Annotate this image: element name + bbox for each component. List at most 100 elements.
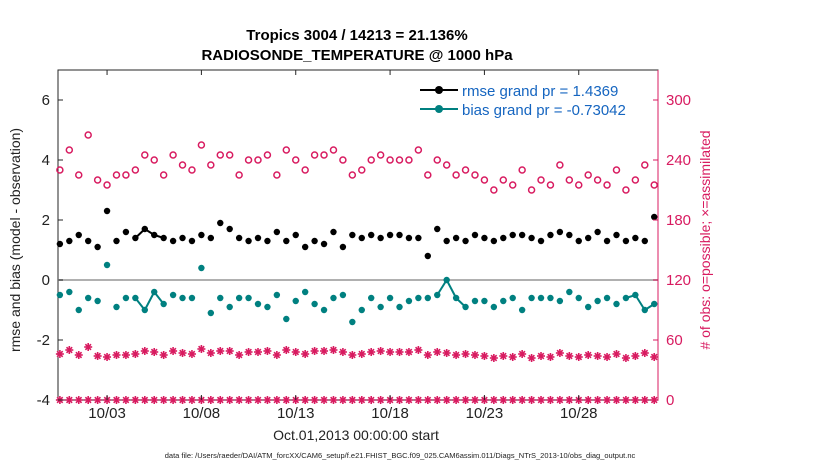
possible-obs-point xyxy=(556,161,564,169)
assimilated-obs-point xyxy=(216,347,225,355)
x-tick-label: 10/13 xyxy=(277,405,315,422)
assimilated-zero-point xyxy=(499,396,508,404)
assimilated-zero-point xyxy=(518,396,527,404)
assimilated-obs-point xyxy=(640,349,649,357)
assimilated-obs-layer xyxy=(55,343,659,404)
legend-rmse-marker xyxy=(435,86,443,94)
rmse-point xyxy=(518,231,526,239)
possible-obs-point xyxy=(565,176,574,184)
bias-point xyxy=(500,297,507,305)
y-left-tick-label: 6 xyxy=(42,92,50,109)
assimilated-obs-point xyxy=(603,353,612,361)
assimilated-obs-point xyxy=(55,350,64,358)
assimilated-obs-point xyxy=(310,347,319,355)
data-file-footnote: data file: /Users/raeder/DAI/ATM_forcXX/… xyxy=(165,451,636,460)
bias-point xyxy=(75,306,82,314)
assimilated-obs-point xyxy=(103,353,112,361)
rmse-point xyxy=(500,234,507,242)
assimilated-obs-point xyxy=(376,347,385,355)
possible-obs-point xyxy=(301,166,309,174)
rmse-point xyxy=(556,228,564,236)
bias-point xyxy=(594,297,601,305)
assimilated-zero-point xyxy=(537,396,546,404)
bias-point xyxy=(198,264,205,272)
assimilated-zero-point xyxy=(320,396,329,404)
assimilated-obs-point xyxy=(187,350,196,358)
bias-point xyxy=(283,315,290,323)
possible-obs-point xyxy=(612,166,621,174)
assimilated-zero-point xyxy=(395,396,404,404)
rmse-point xyxy=(368,231,375,239)
bias-point xyxy=(207,309,215,317)
possible-obs-point xyxy=(310,151,319,159)
assimilated-obs-point xyxy=(546,353,555,361)
rmse-point xyxy=(584,234,592,242)
rmse-point xyxy=(471,231,479,239)
rmse-point xyxy=(462,237,469,245)
rmse-point xyxy=(405,234,413,242)
assimilated-obs-point xyxy=(621,354,630,362)
possible-obs-point xyxy=(546,181,555,189)
bias-point xyxy=(443,276,450,284)
assimilated-zero-point xyxy=(159,396,168,404)
y-right-tick-label: 240 xyxy=(666,152,691,169)
assimilated-obs-point xyxy=(404,348,413,356)
bias-point xyxy=(452,294,460,302)
rmse-point xyxy=(151,231,158,239)
bias-point xyxy=(377,303,384,311)
possible-obs-point xyxy=(291,156,300,164)
bias-point xyxy=(584,303,592,311)
assimilated-obs-point xyxy=(121,351,130,359)
possible-obs-point xyxy=(216,151,225,159)
legend-bias-marker xyxy=(435,105,443,113)
bias-point xyxy=(330,294,337,302)
assimilated-obs-point xyxy=(244,348,253,356)
y-right-tick-label: 120 xyxy=(666,272,691,289)
assimilated-obs-point xyxy=(348,351,357,359)
assimilated-zero-point xyxy=(178,396,187,404)
assimilated-obs-point xyxy=(301,350,310,358)
rmse-point xyxy=(358,234,365,242)
assimilated-obs-point xyxy=(197,345,206,353)
possible-obs-point xyxy=(433,156,441,164)
possible-obs-point xyxy=(650,181,658,189)
bias-point xyxy=(651,300,658,308)
rmse-point xyxy=(254,234,262,242)
bias-point xyxy=(320,306,328,314)
possible-obs-point xyxy=(84,131,92,139)
possible-obs-point xyxy=(395,156,404,164)
assimilated-zero-point xyxy=(612,396,621,404)
assimilated-obs-point xyxy=(272,351,281,359)
assimilated-zero-point xyxy=(140,396,149,404)
assimilated-zero-point xyxy=(244,396,253,404)
rmse-point xyxy=(264,237,271,245)
rmse-point xyxy=(509,231,516,239)
rmse-point xyxy=(443,237,450,245)
legend: rmse grand pr = 1.4369 bias grand pr = -… xyxy=(420,83,626,119)
bias-point xyxy=(556,297,564,305)
possible-obs-point xyxy=(537,176,545,184)
assimilated-obs-point xyxy=(206,349,215,357)
bias-point xyxy=(235,294,243,302)
bias-point xyxy=(396,303,403,311)
assimilated-obs-point xyxy=(433,348,442,356)
bias-point xyxy=(113,303,120,311)
assimilated-zero-point xyxy=(621,396,630,404)
y-axis-left-label: rmse and bias (model - observation) xyxy=(7,128,23,352)
x-tick-label: 10/28 xyxy=(560,405,598,422)
chart-title-line1: Tropics 3004 / 14213 = 21.136% xyxy=(246,27,467,44)
rmse-point xyxy=(113,237,120,245)
bias-point xyxy=(349,318,356,326)
assimilated-obs-point xyxy=(178,349,187,357)
rmse-point xyxy=(377,234,384,242)
rmse-point xyxy=(122,228,130,236)
rmse-point xyxy=(613,231,620,239)
bias-point xyxy=(471,297,479,305)
assimilated-zero-point xyxy=(329,396,338,404)
assimilated-zero-point xyxy=(338,396,347,404)
x-axis-label: Oct.01,2013 00:00:00 start xyxy=(273,427,439,443)
assimilated-obs-point xyxy=(499,352,508,360)
bias-point xyxy=(179,294,186,302)
